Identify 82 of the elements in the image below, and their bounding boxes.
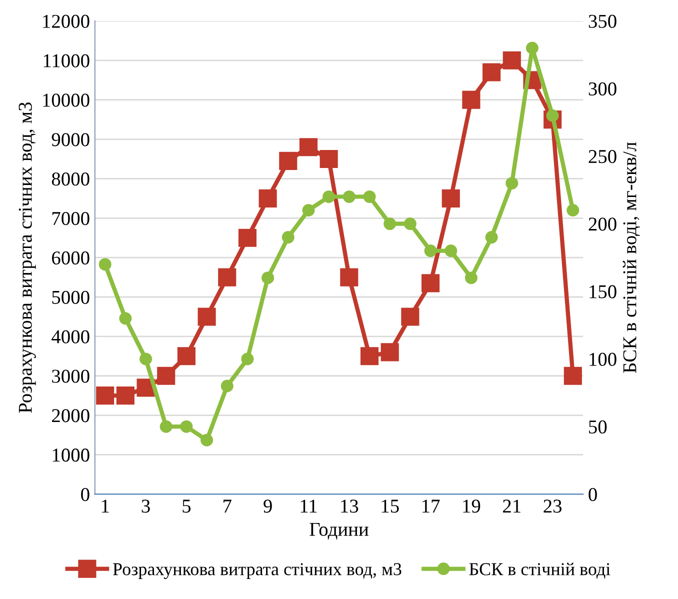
y-tick-label: 1000 [52, 448, 90, 462]
point [116, 386, 134, 405]
y-axis-title: Розрахункова витрата стічних вод, м3 [18, 102, 36, 413]
y2-tick-label: 350 [588, 14, 616, 28]
point [140, 352, 152, 366]
y-tick-label: 12000 [43, 14, 90, 28]
y-tick-label: 0 [81, 488, 90, 502]
y2-tick-label: 150 [590, 285, 616, 298]
x-tick-label: 17 [422, 500, 440, 513]
point [119, 312, 132, 325]
y-tick-label: 8000 [52, 172, 90, 186]
point [218, 268, 236, 286]
x-tick-label: 19 [463, 500, 480, 513]
point [180, 420, 193, 433]
point [258, 189, 277, 208]
x-tick-label: 13 [341, 500, 358, 513]
point [462, 90, 480, 109]
y-tick-label: 3000 [52, 370, 90, 383]
point [360, 347, 379, 366]
point [160, 420, 172, 433]
point [444, 244, 458, 258]
point [282, 231, 294, 244]
point [96, 386, 114, 405]
point [299, 138, 318, 156]
y-tick-label: 9000 [52, 133, 90, 146]
point [566, 204, 580, 216]
x-tick-label: 21 [503, 500, 520, 513]
point [322, 190, 336, 203]
y2-axis-title: БСК в стічній воді, мг-екв/л [622, 142, 640, 373]
x-tick-label: 11 [300, 500, 317, 513]
y2-tick-label: 200 [588, 218, 616, 231]
point [526, 42, 538, 54]
point [564, 366, 582, 385]
x-axis-title: Години [310, 522, 368, 540]
point [442, 189, 460, 208]
y-tick-label: 11000 [44, 54, 90, 68]
x-tick-label: 15 [382, 500, 399, 513]
point [238, 228, 256, 247]
point [485, 231, 498, 244]
point [384, 218, 396, 230]
y2-tick-label: 300 [588, 82, 616, 96]
y2-tick-label: 250 [588, 150, 616, 164]
x-tick-label: 1 [102, 500, 109, 513]
point [157, 366, 176, 385]
point [320, 150, 338, 168]
point [502, 51, 521, 70]
y-tick-label: 5000 [52, 290, 90, 304]
point [422, 274, 440, 292]
x-tick-label: 7 [224, 500, 232, 513]
point [198, 308, 216, 326]
y2-tick-label: 100 [590, 352, 616, 366]
y-tick-label: 2000 [52, 409, 90, 422]
x-tick-label: 3 [142, 500, 150, 513]
point [401, 308, 420, 326]
y2-tick-label: 0 [588, 488, 597, 502]
point [380, 343, 399, 362]
point [220, 380, 234, 392]
point [506, 176, 518, 190]
y-tick-label: 6000 [52, 251, 90, 265]
x-tick-label: 5 [182, 500, 191, 513]
y-tick-label: 10000 [43, 94, 90, 107]
point [363, 190, 376, 203]
point [279, 152, 298, 170]
point [342, 190, 356, 203]
point [262, 272, 274, 284]
legend-label: Розрахункова витрата стічних вод, м3 [113, 563, 402, 580]
legend-label: БСК в стічній воді [469, 562, 610, 579]
y-tick-label: 4000 [52, 330, 90, 344]
point [177, 347, 196, 366]
point [404, 218, 416, 230]
x-tick-label: 23 [544, 500, 562, 513]
point [424, 244, 437, 258]
y-tick-label: 7000 [52, 212, 90, 226]
point [340, 268, 358, 286]
point [241, 352, 254, 366]
y2-tick-label: 50 [589, 420, 607, 434]
point [482, 63, 501, 82]
x-tick-label: 9 [264, 500, 272, 513]
point [464, 272, 478, 284]
point [200, 434, 214, 446]
point [98, 258, 112, 271]
point [302, 204, 315, 216]
